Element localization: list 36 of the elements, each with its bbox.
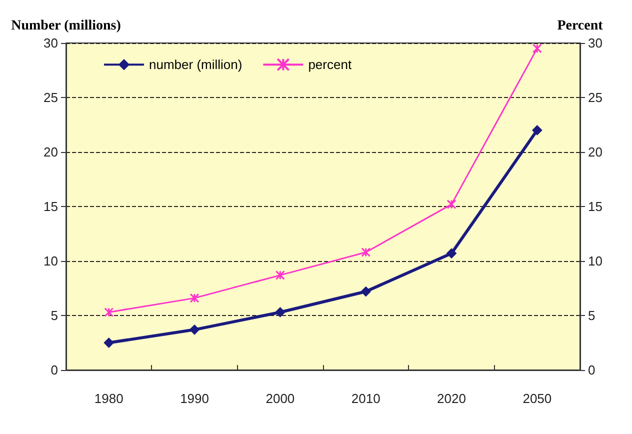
y-tick-label: 20 — [44, 144, 58, 160]
y2-tick-label: 0 — [588, 362, 596, 378]
point — [361, 248, 371, 258]
y2-tick-label: 20 — [588, 144, 602, 160]
point — [532, 44, 542, 54]
point — [190, 293, 200, 303]
x-tick-label: 2020 — [437, 391, 466, 406]
legend-label: number (million) — [149, 57, 242, 72]
point — [104, 307, 114, 317]
point — [275, 307, 286, 318]
y-tick-label: 30 — [44, 36, 58, 50]
x-tick-label: 2000 — [266, 391, 295, 406]
x-tick-label: 2050 — [522, 391, 552, 406]
x-tick-label: 2010 — [351, 391, 380, 406]
x-tick-label: 1980 — [94, 391, 124, 406]
point — [446, 248, 457, 258]
y-tick-label: 10 — [44, 254, 58, 268]
point — [360, 286, 371, 297]
y-tick-label: 25 — [44, 90, 58, 105]
y2-tick-label: 5 — [588, 308, 596, 323]
y-axis-title: Number (millions) — [11, 18, 122, 34]
y2-tick-label: 25 — [588, 90, 602, 105]
y2-tick-label: 10 — [588, 254, 602, 268]
point — [190, 324, 200, 335]
y2-tick-label: 15 — [588, 199, 602, 214]
point — [532, 125, 542, 136]
y2-tick-label: 30 — [588, 36, 602, 50]
y-tick-label: 15 — [44, 199, 58, 214]
x-tick-label: 1990 — [180, 391, 209, 406]
point — [104, 338, 114, 348]
y2-axis-title: Percent — [557, 18, 604, 34]
point — [446, 200, 456, 210]
point — [275, 270, 285, 280]
y-tick-label: 0 — [50, 362, 58, 378]
y-tick-label: 5 — [50, 308, 58, 323]
legend-label: percent — [308, 57, 352, 72]
